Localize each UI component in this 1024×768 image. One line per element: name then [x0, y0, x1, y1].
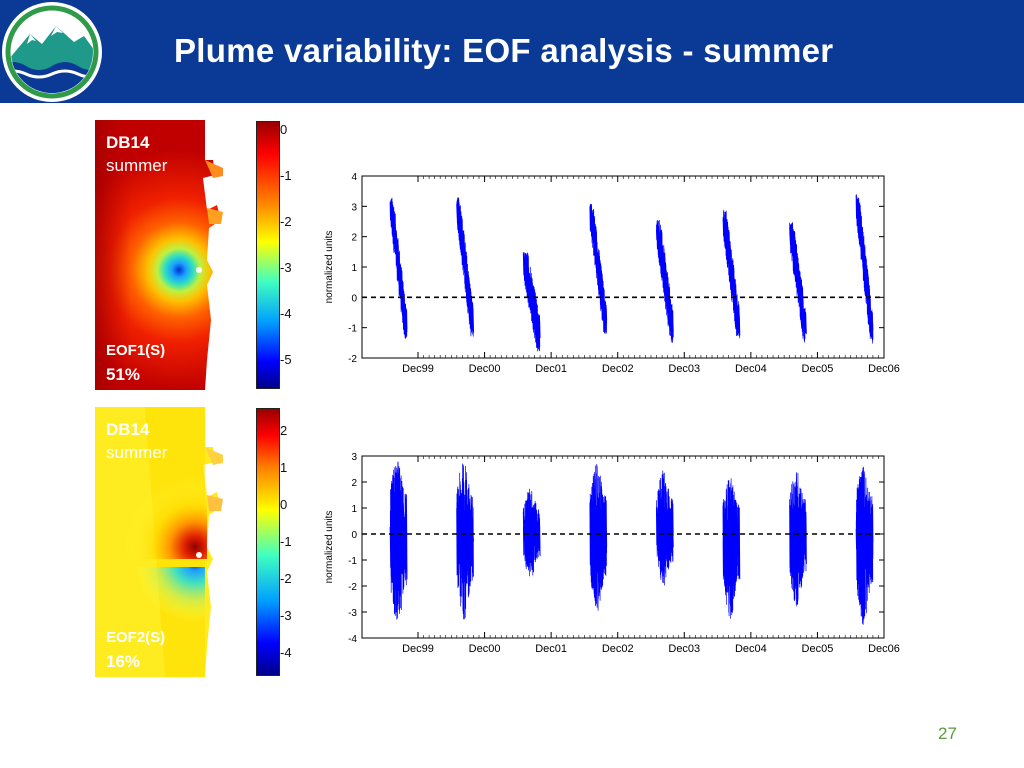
x-tick-label: Dec03 [668, 363, 700, 375]
y-tick-label: -3 [348, 608, 357, 619]
series-burst [789, 472, 807, 607]
colorbar1-tick: -4 [280, 306, 292, 321]
eof2-spatial-map: DB14 summer EOF2(S) 16% [95, 407, 223, 677]
eof1-timeseries-chart: -2 -1 0 1 2 3 4 Dec99 Dec00 Dec01 Dec02 Dec03 Dec04 D… [324, 172, 900, 375]
series-burst [389, 197, 408, 339]
map1-station-label: DB14 [106, 133, 150, 152]
y-tick-label: 2 [351, 478, 357, 489]
y-tick-label: 1 [351, 263, 357, 274]
map2-variance-label: 16% [106, 652, 141, 671]
colorbar2-tick: 0 [280, 497, 288, 512]
map2-station-label: DB14 [106, 420, 150, 439]
y-tick-label: 0 [351, 293, 357, 304]
x-tick-label: Dec06 [868, 643, 900, 655]
map1-season-label: summer [106, 156, 168, 175]
series-burst [655, 470, 674, 586]
series-burst [389, 461, 408, 620]
colorbar1-tick: -2 [280, 214, 292, 229]
series-burst [456, 197, 475, 337]
colorbar2-tick: -1 [280, 534, 292, 549]
series-burst [789, 222, 807, 343]
series-burst [855, 194, 874, 344]
map2-mode-label: EOF2(S) [106, 629, 166, 646]
series-burst [855, 466, 874, 625]
series-burst [722, 478, 741, 619]
colorbar1-tick: -1 [280, 168, 292, 183]
map1-mode-label: EOF1(S) [106, 342, 166, 359]
x-tick-label: Dec99 [402, 363, 434, 375]
y-tick-label: 3 [351, 452, 357, 463]
colorbar2-tick: 2 [280, 423, 288, 438]
eof1-spatial-map: DB14 summer EOF1(S) 51% [95, 120, 223, 390]
colorbar2-tick: -2 [280, 571, 292, 586]
slide-header: Plume variability: EOF analysis - summer [0, 0, 1024, 103]
x-tick-label: Dec05 [802, 643, 834, 655]
x-tick-label: Dec05 [802, 363, 834, 375]
y-tick-label: 2 [351, 233, 357, 244]
y-axis-label: normalized units [324, 511, 335, 584]
x-tick-label: Dec01 [535, 643, 567, 655]
map1-variance-label: 51% [106, 365, 141, 384]
colorbar2-tick: -3 [280, 608, 292, 623]
x-tick-label: Dec00 [469, 643, 501, 655]
y-tick-label: 0 [351, 530, 357, 541]
x-tick-label: Dec99 [402, 643, 434, 655]
series-burst [589, 203, 608, 334]
y-axis-label: normalized units [324, 231, 335, 304]
y-tick-label: -2 [348, 582, 357, 593]
x-tick-label: Dec04 [735, 363, 767, 375]
slide-title: Plume variability: EOF analysis - summer [174, 32, 834, 69]
x-tick-label: Dec02 [602, 363, 634, 375]
series-burst [722, 209, 741, 339]
series-burst [456, 463, 475, 620]
x-tick-label: Dec06 [868, 363, 900, 375]
x-tick-label: Dec04 [735, 643, 767, 655]
x-tick-label: Dec01 [535, 363, 567, 375]
y-tick-label: 1 [351, 504, 357, 515]
colorbar2-tick: -4 [280, 645, 292, 660]
x-tick-label: Dec02 [602, 643, 634, 655]
y-tick-label: -1 [348, 556, 357, 567]
y-tick-label: 3 [351, 202, 357, 213]
y-tick-label: -2 [348, 354, 357, 365]
y-tick-label: 4 [351, 172, 357, 183]
series-burst [522, 252, 541, 352]
colorbar1-tick: 0 [280, 122, 288, 137]
y-tick-label: -1 [348, 324, 357, 335]
colorbar1-tick: -5 [280, 352, 292, 367]
y-tick-label: -4 [348, 634, 357, 645]
series-burst [522, 488, 541, 577]
page-number: 27 [938, 724, 957, 743]
series-burst [655, 219, 674, 343]
eof2-colorbar [256, 408, 280, 676]
eof1-colorbar [256, 121, 280, 389]
eof2-timeseries-chart: -4 -3 -2 -1 0 1 2 3 Dec99 Dec00 Dec01 Dec02 Dec03 Dec… [324, 452, 900, 655]
map2-season-label: summer [106, 443, 168, 462]
x-tick-label: Dec03 [668, 643, 700, 655]
colorbar1-tick: -3 [280, 260, 292, 275]
colorbar2-tick: 1 [280, 460, 288, 475]
organization-logo [2, 2, 102, 102]
x-tick-label: Dec00 [469, 363, 501, 375]
series-burst [589, 464, 608, 611]
